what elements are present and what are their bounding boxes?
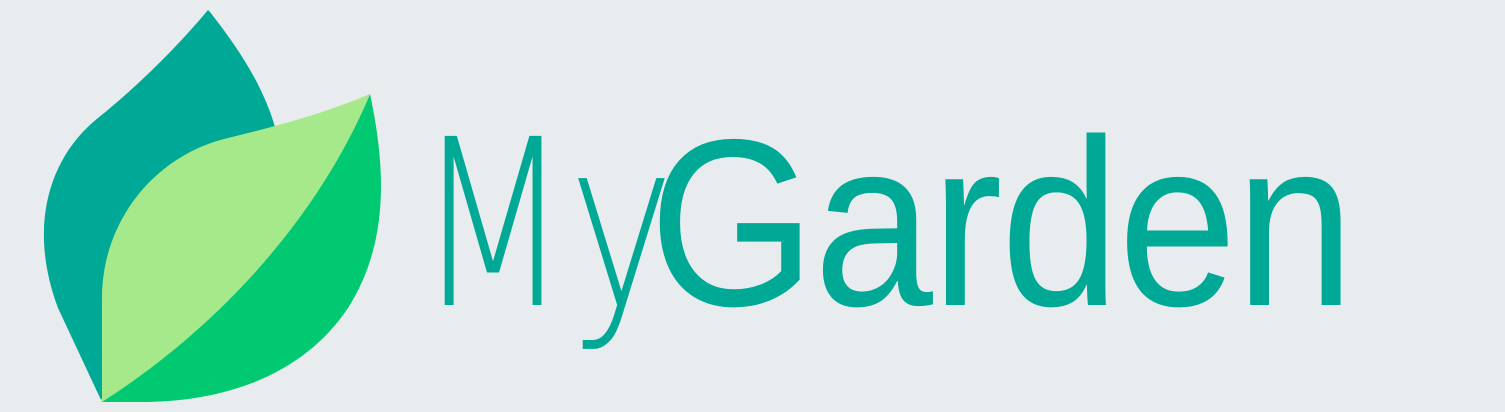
front-leaf-left: [102, 94, 370, 402]
leaf-icon: [43, 10, 381, 402]
brand-wordmark: MyGarden: [416, 90, 1431, 360]
front-leaf-right: [101, 94, 381, 402]
brand-bold-text: Garden: [649, 91, 1354, 356]
brand-light-text: My: [416, 90, 674, 360]
